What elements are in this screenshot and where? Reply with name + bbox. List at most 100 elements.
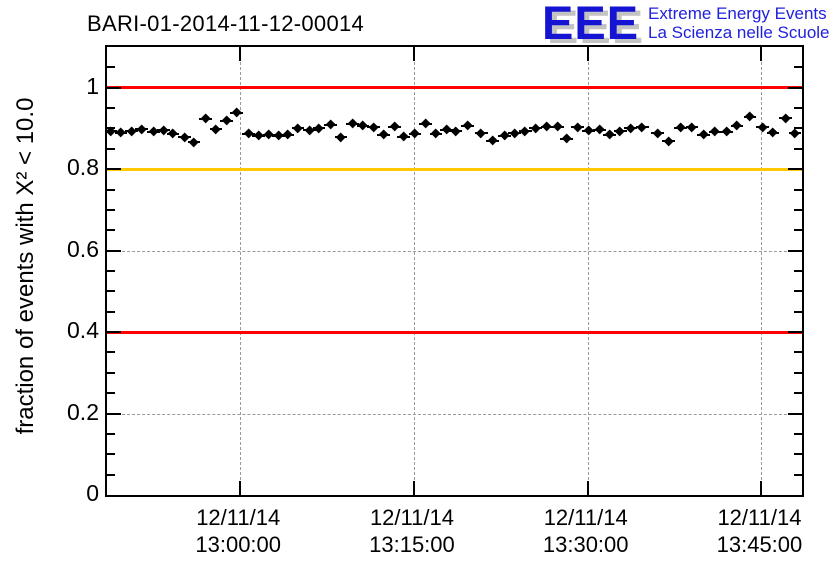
x-major-tick <box>586 481 589 495</box>
y-minor-tick <box>107 147 115 150</box>
x-tick-label: 12/11/14 13:45:00 <box>694 504 824 558</box>
y-minor-tick <box>107 371 115 374</box>
data-point-marker <box>731 120 743 132</box>
data-point-marker <box>167 128 179 140</box>
data-point-marker <box>335 132 347 143</box>
x-major-tick <box>760 47 763 61</box>
y-tick-label: 1 <box>86 72 99 99</box>
x-major-tick <box>412 47 415 61</box>
y-minor-tick <box>107 229 115 232</box>
y-tick-label: 0.4 <box>67 317 99 344</box>
grid-line-vertical <box>587 47 589 495</box>
y-axis-title: fraction of events with X² < 10.0 <box>12 97 39 435</box>
y-minor-tick <box>794 453 802 456</box>
y-minor-tick <box>107 107 115 110</box>
y-minor-tick <box>107 290 115 293</box>
data-point-marker <box>210 124 222 135</box>
x-tick-label-time: 13:45:00 <box>716 532 803 557</box>
y-minor-tick <box>794 270 802 272</box>
y-minor-tick <box>107 473 115 476</box>
grid-line-horizontal <box>107 250 802 252</box>
data-point-marker <box>325 119 336 131</box>
data-point-marker <box>651 128 663 139</box>
y-minor-tick <box>107 66 115 69</box>
data-point-marker <box>698 129 709 141</box>
y-minor-tick <box>107 351 115 354</box>
y-tick-label: 0.2 <box>67 398 99 425</box>
x-major-tick <box>586 47 589 61</box>
data-point-marker <box>475 128 487 139</box>
eee-logo: EEE Extreme Energy Events La Scienza nel… <box>542 0 830 46</box>
y-minor-tick <box>794 310 802 313</box>
x-tick-label-time: 13:30:00 <box>542 532 629 557</box>
y-minor-tick <box>794 392 802 395</box>
data-point-marker <box>409 128 421 139</box>
x-tick-label-date: 12/11/14 <box>369 505 454 530</box>
y-minor-tick <box>794 107 802 110</box>
data-point-marker <box>115 127 127 139</box>
x-major-tick <box>239 481 242 495</box>
y-major-tick <box>788 331 802 334</box>
y-minor-tick <box>794 188 802 191</box>
data-point-marker <box>625 123 636 134</box>
y-minor-tick <box>107 432 115 435</box>
y-minor-tick <box>794 147 802 150</box>
x-major-tick <box>412 481 415 495</box>
data-point-marker <box>292 123 304 134</box>
data-point-marker <box>721 126 732 137</box>
grid-line-vertical <box>240 47 242 495</box>
data-point-marker <box>389 121 400 133</box>
y-tick-label: 0.8 <box>67 154 99 181</box>
eee-logo-acronym: EEE <box>542 0 640 49</box>
y-minor-tick <box>794 351 802 354</box>
x-major-tick <box>239 47 242 61</box>
y-minor-tick <box>794 127 802 130</box>
y-minor-tick <box>794 371 802 374</box>
data-point-marker <box>686 122 698 133</box>
y-major-tick <box>788 412 802 415</box>
x-tick-label-date: 12/11/14 <box>717 505 802 530</box>
y-minor-tick <box>107 188 115 191</box>
data-point-marker <box>221 115 232 126</box>
data-point-marker <box>450 126 461 137</box>
reference-line <box>107 86 802 90</box>
y-major-tick <box>107 249 121 252</box>
plot-frame <box>105 45 804 497</box>
data-point-marker <box>420 118 431 130</box>
data-point-marker <box>136 124 147 135</box>
y-major-tick <box>788 86 802 89</box>
x-tick-label-date: 12/11/14 <box>196 505 281 530</box>
data-point-marker <box>282 129 293 141</box>
x-tick-label: 12/11/14 13:00:00 <box>173 504 303 558</box>
data-point-marker <box>780 113 791 124</box>
y-minor-tick <box>794 432 802 435</box>
y-major-tick <box>107 412 121 415</box>
data-point-marker <box>188 137 200 148</box>
x-tick-label-date: 12/11/14 <box>543 505 628 530</box>
y-major-tick <box>788 249 802 252</box>
data-point-marker <box>368 122 379 133</box>
y-minor-tick <box>107 310 115 313</box>
x-tick-label-time: 13:15:00 <box>369 532 455 557</box>
data-point-marker <box>398 131 409 142</box>
data-point-marker <box>148 126 159 137</box>
data-point-marker <box>313 123 325 134</box>
data-point-marker <box>530 123 541 134</box>
y-minor-tick <box>794 290 802 293</box>
data-point-marker <box>636 122 648 133</box>
x-major-tick <box>760 481 763 495</box>
y-tick-label: 0 <box>86 480 99 506</box>
eee-logo-line2: La Scienza nelle Scuole <box>648 23 830 42</box>
data-point-marker <box>253 130 264 141</box>
x-tick-label-time: 13:00:00 <box>195 532 282 557</box>
data-point-marker <box>487 135 498 146</box>
chart-title: BARI-01-2014-11-12-00014 <box>87 11 365 36</box>
grid-line-vertical <box>413 47 415 495</box>
grid-line-vertical <box>761 47 763 495</box>
y-minor-tick <box>794 66 802 69</box>
y-minor-tick <box>794 473 802 476</box>
data-point-marker <box>273 130 284 142</box>
grid-line-horizontal <box>107 413 802 415</box>
y-minor-tick <box>107 392 115 395</box>
y-minor-tick <box>107 270 115 272</box>
